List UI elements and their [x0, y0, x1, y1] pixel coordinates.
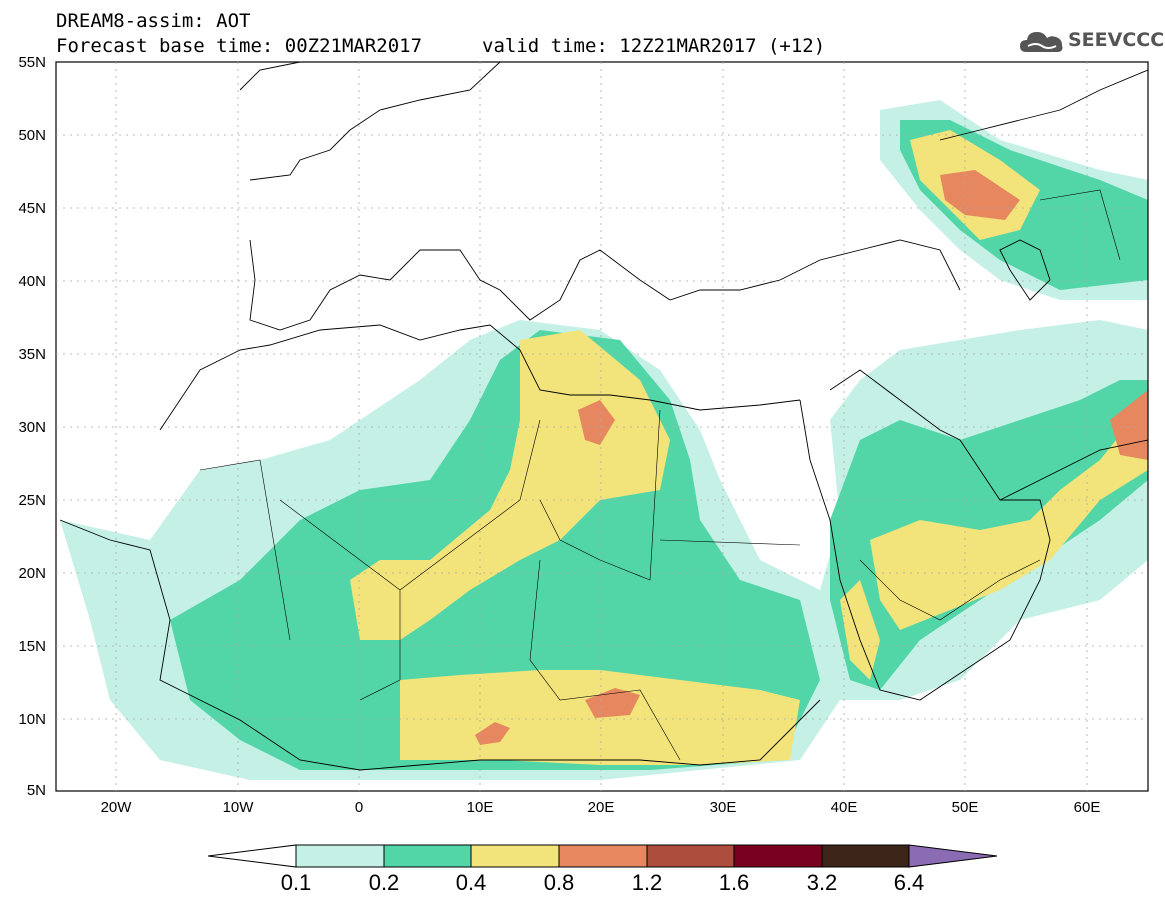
lat-label: 50N [18, 127, 46, 144]
lon-label: 10E [466, 799, 494, 816]
cloud-icon [1020, 32, 1063, 52]
colorbar-swatch [821, 844, 910, 868]
lat-label: 55N [18, 54, 46, 71]
aot-band-0.8-chad [585, 688, 640, 718]
colorbar-tick: 0.8 [543, 870, 575, 895]
lat-label: 10N [18, 711, 46, 728]
graticule [56, 62, 1148, 791]
lon-label: 10W [222, 799, 254, 816]
colorbar-high-arrow [908, 844, 998, 868]
colorbar-tick: 1.2 [631, 870, 663, 895]
aot-band-0.8-iran [1110, 390, 1148, 460]
lon-label: 20E [587, 799, 615, 816]
lat-label: 45N [18, 200, 46, 217]
colorbar-low-arrow [207, 844, 297, 868]
lat-label: 25N [18, 492, 46, 509]
colorbar-swatch [733, 844, 823, 868]
logo-text: SEEVCCC [1068, 29, 1165, 51]
chart-title-line2: Forecast base time: 00Z21MAR2017 [56, 35, 423, 57]
country-borders [199, 189, 1121, 761]
aot-band-0.4-redsea [840, 580, 880, 680]
aot-band-0.8-caspian [940, 170, 1020, 220]
colorbar-tick: 0.1 [280, 870, 312, 895]
lon-label: 30E [709, 799, 737, 816]
lon-label: 0 [354, 799, 364, 816]
map-frame [55, 61, 1149, 792]
colorbar-swatch [558, 844, 648, 868]
colorbar-tick: 0.4 [455, 870, 487, 895]
aot-band-0.8-libya [578, 400, 615, 445]
lon-label: 20W [100, 799, 132, 816]
colorbar-swatch [646, 844, 735, 868]
lon-label: 60E [1073, 799, 1101, 816]
lon-label: 40E [830, 799, 858, 816]
aot-fields [60, 100, 1148, 780]
colorbar-swatch [383, 844, 472, 868]
lat-label: 5N [26, 782, 46, 799]
lon-label: 50E [951, 799, 979, 816]
lat-label: 20N [18, 565, 46, 582]
aot-band-0.4-arabia [870, 400, 1148, 630]
lat-label: 30N [18, 419, 46, 436]
chart-title-line1: DREAM8-assim: AOT [56, 10, 251, 32]
colorbar-tick: 6.4 [893, 870, 925, 895]
aot-band-0.8-nigeria [475, 722, 510, 745]
colorbar-swatch [295, 844, 385, 868]
colorbar-tick: 0.2 [368, 870, 400, 895]
seevccc-logo: SEEVCCC [1018, 26, 1164, 56]
valid-time-label: valid time: 12Z21MAR2017 (+12) [482, 35, 826, 57]
lat-label: 40N [18, 273, 46, 290]
coastlines [59, 61, 1149, 771]
colorbar-swatch [470, 844, 560, 868]
colorbar-tick: 1.6 [718, 870, 750, 895]
lat-label: 35N [18, 346, 46, 363]
lat-label: 15N [18, 638, 46, 655]
colorbar-tick: 3.2 [806, 870, 838, 895]
